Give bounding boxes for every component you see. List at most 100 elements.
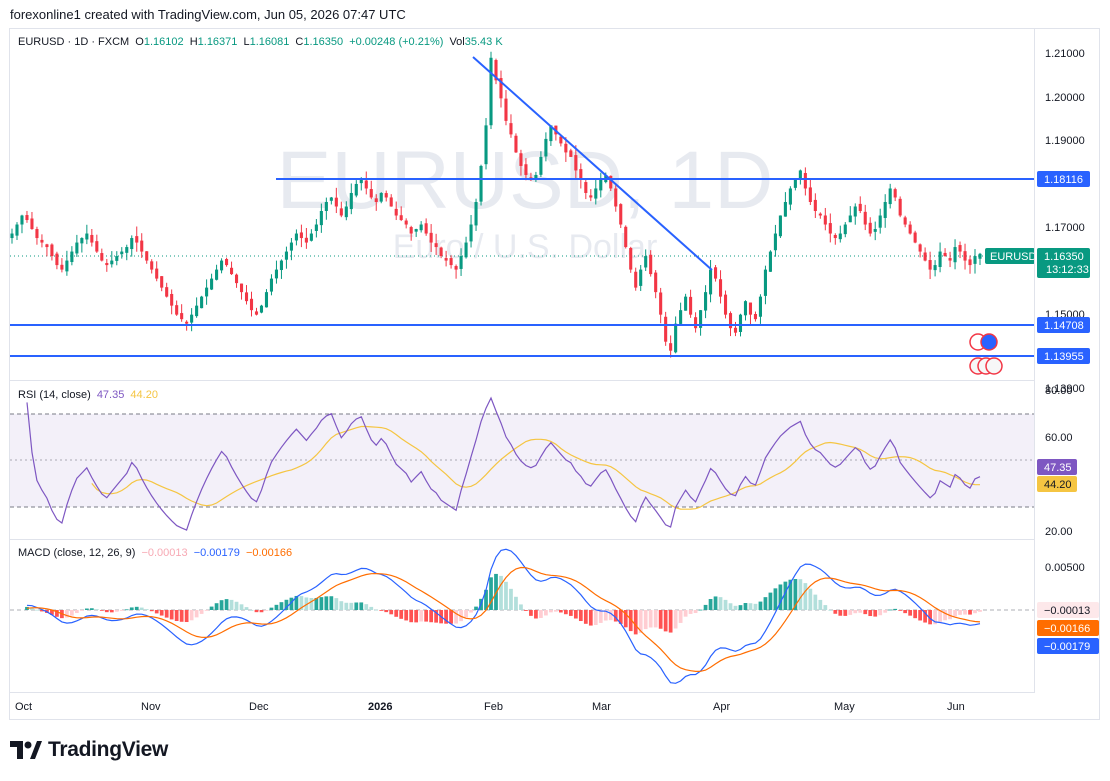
candle-body <box>100 253 104 261</box>
legend-symbol[interactable]: EURUSD · 1D · FXCM <box>18 36 130 48</box>
candle-body <box>783 201 787 217</box>
price-candle <box>459 248 463 276</box>
price-candle <box>90 228 94 247</box>
candle-body <box>953 247 957 263</box>
price-candle <box>948 251 952 268</box>
price-candle <box>140 233 144 258</box>
macd-hist-bar <box>638 610 643 633</box>
candle-body <box>938 251 942 267</box>
candle-body <box>449 258 453 266</box>
price-candle <box>364 171 368 195</box>
price-candle <box>200 295 204 309</box>
macd-hist-bar <box>863 610 868 615</box>
macd-legend-macd: −0.00179 <box>193 547 240 559</box>
macd-hist-bar <box>279 602 284 610</box>
price-candle <box>828 213 832 243</box>
candle-body <box>778 215 782 237</box>
price-candle <box>918 243 922 258</box>
macd-axis[interactable]: 0.00500 −0.00013 −0.00166 −0.00179 <box>1037 562 1099 654</box>
candle-body <box>709 269 713 295</box>
rsi-legend-label[interactable]: RSI (14, close) <box>18 389 91 401</box>
candle-body <box>828 223 832 234</box>
macd-hist-bar <box>204 610 209 611</box>
price-candle <box>45 243 49 257</box>
macd-hist-bar <box>943 610 947 621</box>
candle-body <box>125 247 129 253</box>
price-candle <box>319 203 323 233</box>
macd-hist-bar <box>723 599 728 610</box>
event-icon[interactable] <box>985 357 1003 375</box>
event-icons[interactable] <box>969 333 1003 375</box>
price-tick: 1.17000 <box>1045 222 1085 234</box>
rsi-axis[interactable]: 80.00 60.00 20.00 47.35 44.20 <box>1037 385 1077 538</box>
price-candle <box>669 335 673 358</box>
candle-body <box>444 258 448 261</box>
candle-body <box>160 276 164 288</box>
candle-body <box>968 259 972 266</box>
macd-hist-bar <box>763 597 768 610</box>
price-candle <box>105 258 109 272</box>
candle-body <box>359 179 363 184</box>
candle-body <box>225 259 229 266</box>
price-candle <box>384 190 388 202</box>
price-candle <box>30 211 34 230</box>
legend-h-label: H <box>189 36 198 48</box>
macd-line <box>26 548 981 684</box>
candle-body <box>788 188 792 205</box>
macd-hist-bar <box>70 610 74 616</box>
badge-rsi: 47.35 <box>1044 462 1072 474</box>
macd-hist-bar <box>903 610 908 614</box>
candle-body <box>234 274 239 284</box>
price-candle <box>679 302 683 325</box>
macd-hist-bar <box>354 602 359 610</box>
candle-body <box>299 232 303 239</box>
macd-hist-bar <box>544 610 548 616</box>
price-candle <box>504 90 508 126</box>
candle-body <box>594 188 598 199</box>
candle-body <box>60 264 64 270</box>
candle-body <box>609 175 613 189</box>
candle-body <box>738 314 743 332</box>
price-candle <box>768 250 772 272</box>
event-icon[interactable] <box>980 333 998 351</box>
price-candle <box>928 251 932 280</box>
down-trendline[interactable] <box>472 56 713 271</box>
badge-macd: −0.00179 <box>1044 641 1090 653</box>
candle-body <box>833 235 837 239</box>
macd-hist-bar <box>633 610 638 635</box>
macd-hist-bar <box>534 610 538 619</box>
price-axis[interactable]: 1.21000 1.20000 1.19000 1.17000 1.15000 … <box>1045 48 1085 395</box>
macd-hist-bar <box>364 604 369 610</box>
candle-body <box>409 227 413 234</box>
macd-hist-bar <box>913 610 918 619</box>
candle-body <box>469 224 473 242</box>
candle-body <box>728 313 733 329</box>
macd-hist-bar <box>588 610 593 626</box>
candle-body <box>314 224 318 231</box>
macd-hist-bar <box>798 579 803 610</box>
macd-hist-bar <box>294 595 299 610</box>
price-candle <box>938 242 942 273</box>
candle-body <box>569 150 573 157</box>
candle-body <box>85 233 89 240</box>
price-candle <box>878 208 882 234</box>
badge-hist: −0.00013 <box>1044 605 1090 617</box>
macd-hist-bar <box>219 600 224 610</box>
price-candle <box>694 312 698 333</box>
price-candle <box>419 221 423 233</box>
candle-body <box>918 244 922 252</box>
macd-signal-line <box>26 566 981 673</box>
macd-legend-label[interactable]: MACD (close, 12, 26, 9) <box>18 547 136 559</box>
time-axis[interactable]: Oct Nov Dec 2026 Feb Mar Apr May Jun <box>15 701 965 713</box>
price-candle <box>394 201 398 221</box>
candle-body <box>195 305 199 317</box>
candle-body <box>269 278 274 292</box>
price-candle <box>748 302 753 325</box>
price-candle <box>449 255 453 269</box>
candle-body <box>165 287 169 297</box>
tradingview-logo[interactable]: TradingView <box>10 738 168 762</box>
macd-hist-bar <box>99 610 104 611</box>
price-candle <box>704 285 708 319</box>
badge-rsi-bg <box>1037 459 1077 475</box>
